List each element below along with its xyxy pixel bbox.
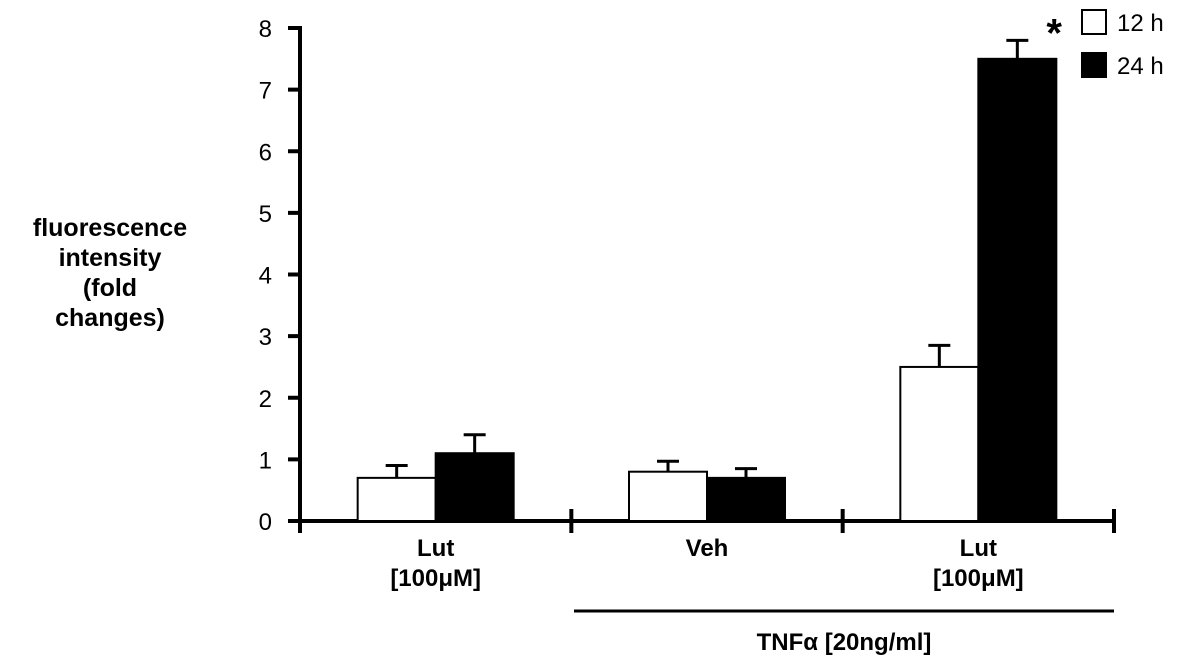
category-label: Lut (960, 535, 997, 562)
y-tick-label: 3 (259, 324, 272, 351)
legend-swatch (1081, 9, 1107, 35)
y-tick-label: 5 (259, 201, 272, 228)
bar-12h-0 (356, 476, 437, 522)
significance-marker: * (1046, 11, 1062, 55)
y-axis-label-line: changes) (55, 304, 165, 332)
legend-label: 12 h (1117, 10, 1164, 37)
y-tick-label: 7 (259, 78, 272, 105)
annotations: * (1046, 11, 1062, 55)
bars (356, 57, 1058, 523)
bar-12h-1 (628, 470, 708, 523)
y-axis-label-line: (fold (83, 274, 137, 302)
category-label: Veh (686, 535, 729, 562)
y-tick-label: 4 (259, 263, 272, 290)
category-label: [100μM] (933, 565, 1024, 592)
bar-24h-1 (706, 476, 786, 522)
group-label: TNFα [20ng/ml] (757, 629, 932, 656)
bar-24h-2 (977, 57, 1058, 522)
legend: 12 h 24 h (1081, 9, 1164, 80)
y-tick-label: 2 (259, 386, 272, 413)
y-tick-label: 0 (259, 509, 272, 536)
category-label: [100μM] (390, 565, 481, 592)
bar-12h-2 (899, 365, 980, 522)
group-bracket: TNFα [20ng/ml] (574, 609, 1114, 656)
legend-label: 24 h (1117, 53, 1164, 80)
y-axis-label-line: fluorescence (33, 214, 187, 242)
y-tick-label: 1 (259, 447, 272, 474)
category-labels: Lut [100μM] Veh Lut [100μM] (390, 535, 1023, 592)
error-bars (385, 38, 1029, 478)
bar-24h-0 (434, 452, 515, 522)
category-label: Lut (417, 535, 454, 562)
y-tick-label: 6 (259, 139, 272, 166)
legend-swatch (1081, 52, 1107, 78)
y-tick-label: 8 (259, 16, 272, 43)
y-axis-label-line: intensity (59, 244, 162, 272)
y-axis-ticks: 0 1 2 3 4 5 6 7 8 (259, 16, 300, 536)
